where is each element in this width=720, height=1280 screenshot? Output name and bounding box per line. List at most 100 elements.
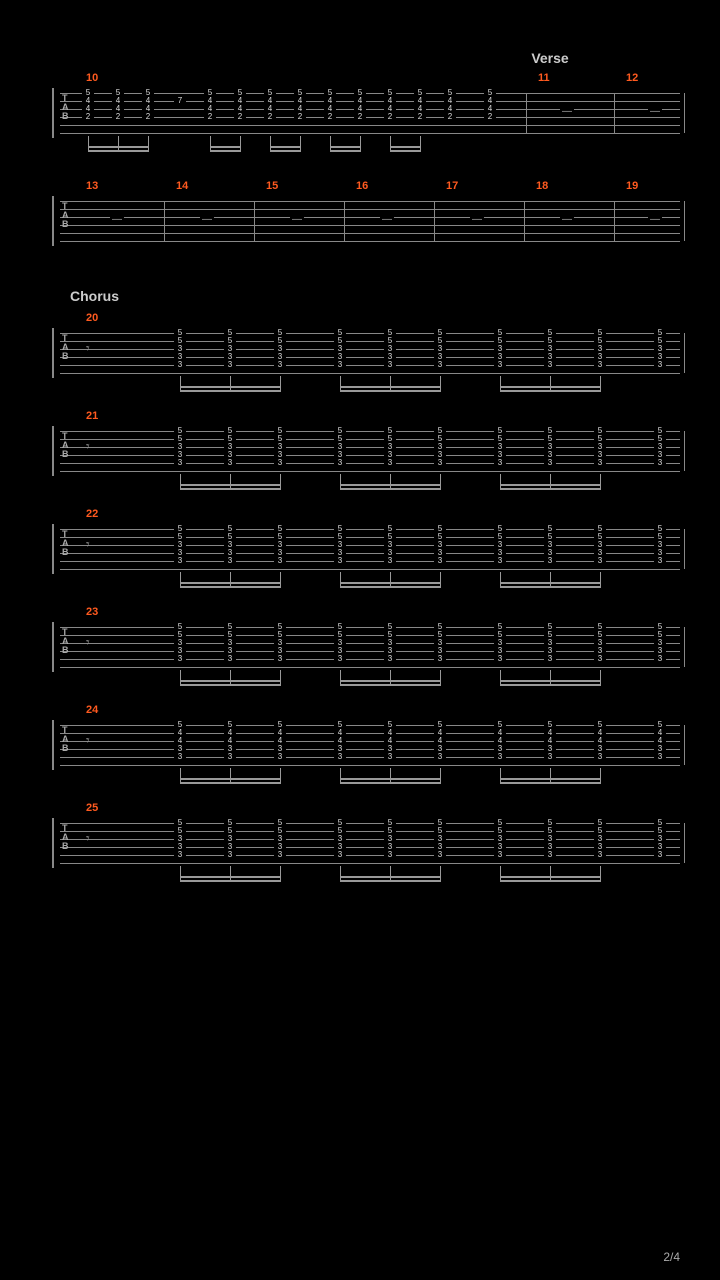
- section-label-chorus: Chorus: [70, 288, 680, 304]
- chord-column: 55333: [654, 525, 666, 573]
- chord-column: 55333: [434, 329, 446, 377]
- beam-layer: 𝄾: [60, 770, 680, 790]
- eighth-rest-icon: 𝄾: [86, 536, 90, 553]
- chord-column: 55333: [334, 427, 346, 475]
- tab-staff: TAB5533355333553335533355333553335533355…: [52, 328, 680, 378]
- tab-staff: TAB5533355333553335533355333553335533355…: [52, 622, 680, 672]
- measure-number: 12: [626, 72, 638, 84]
- eighth-rest-icon: 𝄾: [86, 830, 90, 847]
- section-label-verse: Verse: [420, 50, 680, 66]
- measure-number-row: 25: [58, 802, 680, 818]
- note-column: 5442: [112, 89, 124, 137]
- beam-layer: 𝄾: [60, 868, 680, 888]
- chord-column: 55333: [174, 427, 186, 475]
- chord-column: 55333: [544, 819, 556, 867]
- rest: —: [560, 214, 574, 225]
- note-column: 5442: [294, 89, 306, 137]
- chord-column: 55333: [544, 329, 556, 377]
- chord-column: 55333: [544, 525, 556, 573]
- tab-page: Verse 101112TAB5442544254427544254425442…: [0, 0, 720, 930]
- tab-staff: TAB5443354433544335443354433544335443354…: [52, 720, 680, 770]
- chord-column: 55333: [494, 623, 506, 671]
- chord-column: 55333: [654, 329, 666, 377]
- measure-number: 20: [86, 312, 98, 324]
- note-column: 5442: [324, 89, 336, 137]
- beam-layer: [60, 246, 680, 266]
- note-column: 5442: [264, 89, 276, 137]
- chord-column: 55333: [224, 329, 236, 377]
- chord-column: 55333: [224, 427, 236, 475]
- chord-column: 55333: [224, 623, 236, 671]
- measure-number: 15: [266, 180, 278, 192]
- measure-number: 14: [176, 180, 188, 192]
- chord-column: 55333: [544, 427, 556, 475]
- note-column: 5442: [142, 89, 154, 137]
- rest: —: [648, 106, 662, 117]
- chord-column: 54433: [334, 721, 346, 769]
- measure-number-row: 21: [58, 410, 680, 426]
- chord-column: 55333: [594, 329, 606, 377]
- chord-column: 55333: [494, 427, 506, 475]
- notes-layer: 5533355333553335533355333553335533355333…: [60, 622, 680, 672]
- measure-number: 18: [536, 180, 548, 192]
- staff-system: 20TAB55333553335533355333553335533355333…: [40, 312, 680, 378]
- chord-column: 55333: [174, 329, 186, 377]
- staff-system: 13141516171819TAB———————: [40, 180, 680, 246]
- chord-column: 54433: [224, 721, 236, 769]
- chord-column: 55333: [494, 525, 506, 573]
- chord-column: 55333: [594, 819, 606, 867]
- chord-column: 55333: [594, 623, 606, 671]
- notes-layer: 5443354433544335443354433544335443354433…: [60, 720, 680, 770]
- measure-number: 17: [446, 180, 458, 192]
- staff-system: 24TAB54433544335443354433544335443354433…: [40, 704, 680, 770]
- chord-column: 55333: [384, 329, 396, 377]
- chord-column: 55333: [654, 623, 666, 671]
- chord-column: 54433: [434, 721, 446, 769]
- rest: —: [110, 214, 124, 225]
- eighth-rest-icon: 𝄾: [86, 732, 90, 749]
- note-column: 5442: [204, 89, 216, 137]
- measure-number: 24: [86, 704, 98, 716]
- chord-column: 54433: [174, 721, 186, 769]
- measure-number-row: 23: [58, 606, 680, 622]
- rest: —: [200, 214, 214, 225]
- measure-number-row: 13141516171819: [58, 180, 680, 196]
- chord-column: 55333: [274, 819, 286, 867]
- tab-staff: TAB5533355333553335533355333553335533355…: [52, 524, 680, 574]
- systems-container: 101112TAB5442544254427544254425442544254…: [40, 72, 680, 868]
- staff-system: 101112TAB5442544254427544254425442544254…: [40, 72, 680, 138]
- measure-number: 10: [86, 72, 98, 84]
- notes-layer: 55333 55333 55333 55333 55333 55333 55333 55333…: [60, 328, 680, 378]
- chord-column: 55333: [434, 427, 446, 475]
- chord-column: 55333: [594, 427, 606, 475]
- chord-column: 55333: [384, 623, 396, 671]
- tab-staff: TAB5442544254427544254425442544254425442…: [52, 88, 680, 138]
- chord-column: 55333: [274, 525, 286, 573]
- chord-column: 55333: [384, 525, 396, 573]
- chord-column: 54433: [274, 721, 286, 769]
- beam-layer: 𝄾: [60, 574, 680, 594]
- rest: —: [470, 214, 484, 225]
- tab-staff: TAB———————: [52, 196, 680, 246]
- measure-number-row: 22: [58, 508, 680, 524]
- chord-column: 55333: [274, 623, 286, 671]
- staff-system: 25TAB55333553335533355333553335533355333…: [40, 802, 680, 868]
- measure-number-row: 24: [58, 704, 680, 720]
- notes-layer: 5533355333553335533355333553335533355333…: [60, 524, 680, 574]
- note-column: 7: [174, 89, 186, 137]
- chord-column: 54433: [654, 721, 666, 769]
- note-column: 5442: [444, 89, 456, 137]
- measure-number: 13: [86, 180, 98, 192]
- staff-system: 21TAB55333553335533355333553335533355333…: [40, 410, 680, 476]
- note-column: 5442: [82, 89, 94, 137]
- chord-column: 55333: [334, 525, 346, 573]
- measure-number: 23: [86, 606, 98, 618]
- chord-column: 55333: [654, 427, 666, 475]
- beam-layer: 𝄾: [60, 672, 680, 692]
- measure-number: 19: [626, 180, 638, 192]
- chord-column: 55333: [174, 819, 186, 867]
- beam-layer: 𝄾: [60, 378, 680, 398]
- chord-column: 55333: [274, 329, 286, 377]
- measure-number: 22: [86, 508, 98, 520]
- measure-number: 25: [86, 802, 98, 814]
